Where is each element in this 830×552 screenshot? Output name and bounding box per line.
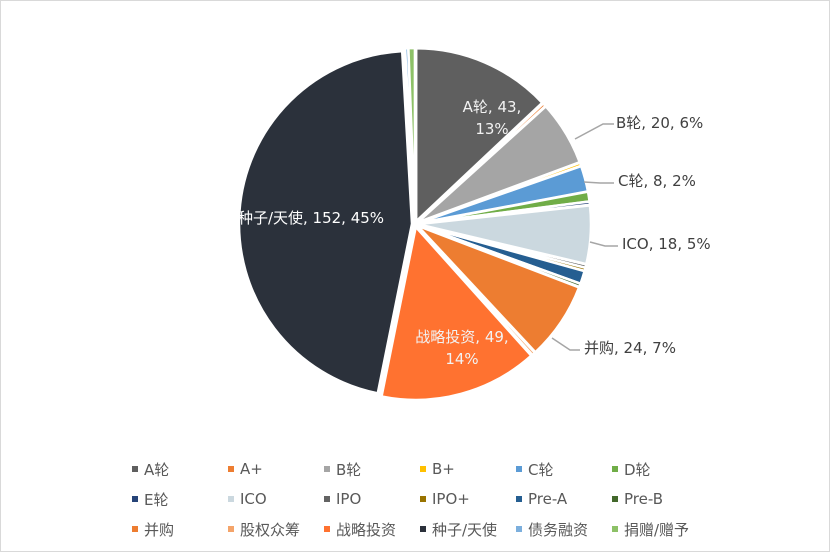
data-label: 种子/天使, 152, 45% [238, 209, 384, 227]
legend-row: A轮 A+ B轮 B+ C轮 D轮 [132, 454, 732, 484]
legend-item[interactable]: Pre-A [516, 490, 612, 508]
legend-swatch-icon [228, 526, 234, 532]
leader-line [574, 123, 614, 140]
legend-item[interactable]: ICO [228, 490, 324, 508]
legend-row: E轮 ICO IPO IPO+ Pre-A Pre-B [132, 484, 732, 514]
data-label: A轮, 43, [463, 98, 522, 116]
legend-row: 并购 股权众筹 战略投资 种子/天使 债务融资 捐赠/赠予 [132, 514, 732, 544]
legend-swatch-icon [612, 466, 618, 472]
leader-line [551, 337, 580, 351]
data-label: 13% [475, 120, 508, 138]
legend-swatch-icon [612, 526, 618, 532]
pie-slice[interactable] [416, 225, 537, 357]
legend-item[interactable]: 债务融资 [516, 519, 612, 540]
data-label: 14% [445, 350, 478, 368]
pie-slice[interactable] [237, 49, 414, 395]
legend-item[interactable]: D轮 [612, 459, 708, 480]
legend-item[interactable]: 种子/天使 [420, 519, 516, 540]
legend-item[interactable]: A轮 [132, 459, 228, 480]
legend-item[interactable]: 捐赠/赠予 [612, 519, 708, 540]
legend-item[interactable]: 并购 [132, 519, 228, 540]
data-label: 战略投资, 49, [415, 328, 508, 346]
legend-item[interactable]: B+ [420, 460, 516, 478]
data-label: B轮, 20, 6% [616, 114, 703, 132]
legend-swatch-icon [132, 496, 138, 502]
data-label: C轮, 8, 2% [618, 172, 696, 190]
legend-swatch-icon [324, 526, 330, 532]
pie-slice[interactable] [407, 46, 417, 222]
pie-slice[interactable] [380, 224, 534, 402]
legend-swatch-icon [324, 496, 330, 502]
legend-item[interactable]: 股权众筹 [228, 519, 324, 540]
legend: A轮 A+ B轮 B+ C轮 D轮 E轮 ICO IPO IPO+ Pre-A … [132, 454, 732, 544]
leader-line [589, 241, 618, 247]
legend-item[interactable]: E轮 [132, 489, 228, 510]
legend-swatch-icon [132, 466, 138, 472]
data-label: 并购, 24, 7% [584, 339, 676, 357]
data-labels: A轮, 43, 13% B轮, 20, 6% C轮, 8, 2% ICO, 18, 5%… [238, 98, 711, 368]
legend-item[interactable]: Pre-B [612, 490, 708, 508]
legend-item[interactable]: IPO+ [420, 490, 516, 508]
legend-item[interactable]: A+ [228, 460, 324, 478]
pie-slices [237, 46, 593, 402]
legend-swatch-icon [228, 496, 234, 502]
legend-swatch-icon [516, 526, 522, 532]
legend-swatch-icon [612, 496, 618, 502]
legend-swatch-icon [516, 496, 522, 502]
legend-swatch-icon [132, 526, 138, 532]
legend-swatch-icon [420, 526, 426, 532]
pie-slice[interactable] [414, 46, 545, 225]
legend-item[interactable]: IPO [324, 490, 420, 508]
legend-swatch-icon [324, 466, 330, 472]
legend-swatch-icon [516, 466, 522, 472]
legend-item[interactable]: 战略投资 [324, 519, 420, 540]
legend-item[interactable]: B轮 [324, 459, 420, 480]
leader-lines [551, 123, 618, 351]
legend-swatch-icon [228, 466, 234, 472]
data-label: ICO, 18, 5% [622, 235, 711, 253]
legend-swatch-icon [420, 496, 426, 502]
legend-item[interactable]: C轮 [516, 459, 612, 480]
legend-swatch-icon [420, 466, 426, 472]
leader-line [583, 181, 614, 184]
